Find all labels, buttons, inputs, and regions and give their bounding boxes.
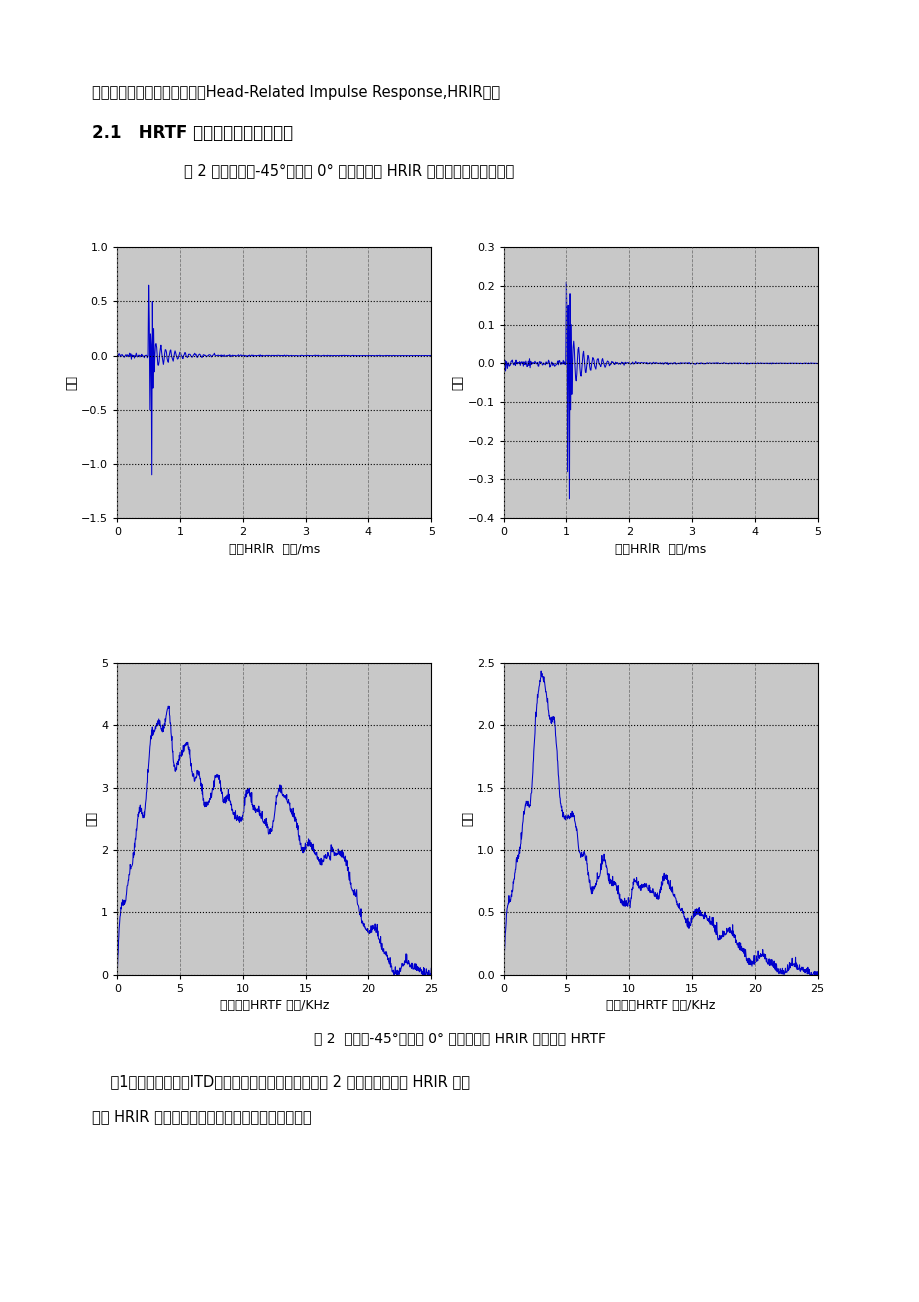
Text: 图 2 画出方位角-45°，仰角 0° 时的左右耳 HRIR 波形及对应的频谱图。: 图 2 画出方位角-45°，仰角 0° 时的左右耳 HRIR 波形及对应的频谱图… (184, 163, 514, 178)
X-axis label: 左耳对应HRTF 频率/KHz: 左耳对应HRTF 频率/KHz (220, 999, 329, 1012)
X-axis label: 左耳HRlR  时间/ms: 左耳HRlR 时间/ms (229, 543, 320, 556)
X-axis label: 右耳HRlR  时间/ms: 右耳HRlR 时间/ms (615, 543, 706, 556)
Text: 2.1   HRTF 数据中包含的方位信息: 2.1 HRTF 数据中包含的方位信息 (92, 124, 293, 142)
Text: （1）耳间时间差（ITD）：由于声源靠近左耳，从图 2 可以看出右耳的 HRIR 比左: （1）耳间时间差（ITD）：由于声源靠近左耳，从图 2 可以看出右耳的 HRIR… (92, 1074, 470, 1090)
Text: 图 2  方位角-45°，仰角 0° 时的左右耳 HRIR 及对应的 HRTF: 图 2 方位角-45°，仰角 0° 时的左右耳 HRIR 及对应的 HRTF (313, 1031, 606, 1046)
X-axis label: 右耳对应HRTF 频率/KHz: 右耳对应HRTF 频率/KHz (606, 999, 715, 1012)
Text: 为与头部相关联的冲激响应（Head-Related Impulse Response,HRIR）。: 为与头部相关联的冲激响应（Head-Related Impulse Respon… (92, 85, 500, 100)
Y-axis label: 幅度: 幅度 (451, 375, 464, 391)
Y-axis label: 幅度: 幅度 (65, 375, 78, 391)
Y-axis label: 幅度: 幅度 (460, 811, 473, 827)
Text: 耳的 HRIR 有明显的时间延迟，体现了耳间时间差。: 耳的 HRIR 有明显的时间延迟，体现了耳间时间差。 (92, 1109, 312, 1125)
Y-axis label: 幅度: 幅度 (85, 811, 98, 827)
